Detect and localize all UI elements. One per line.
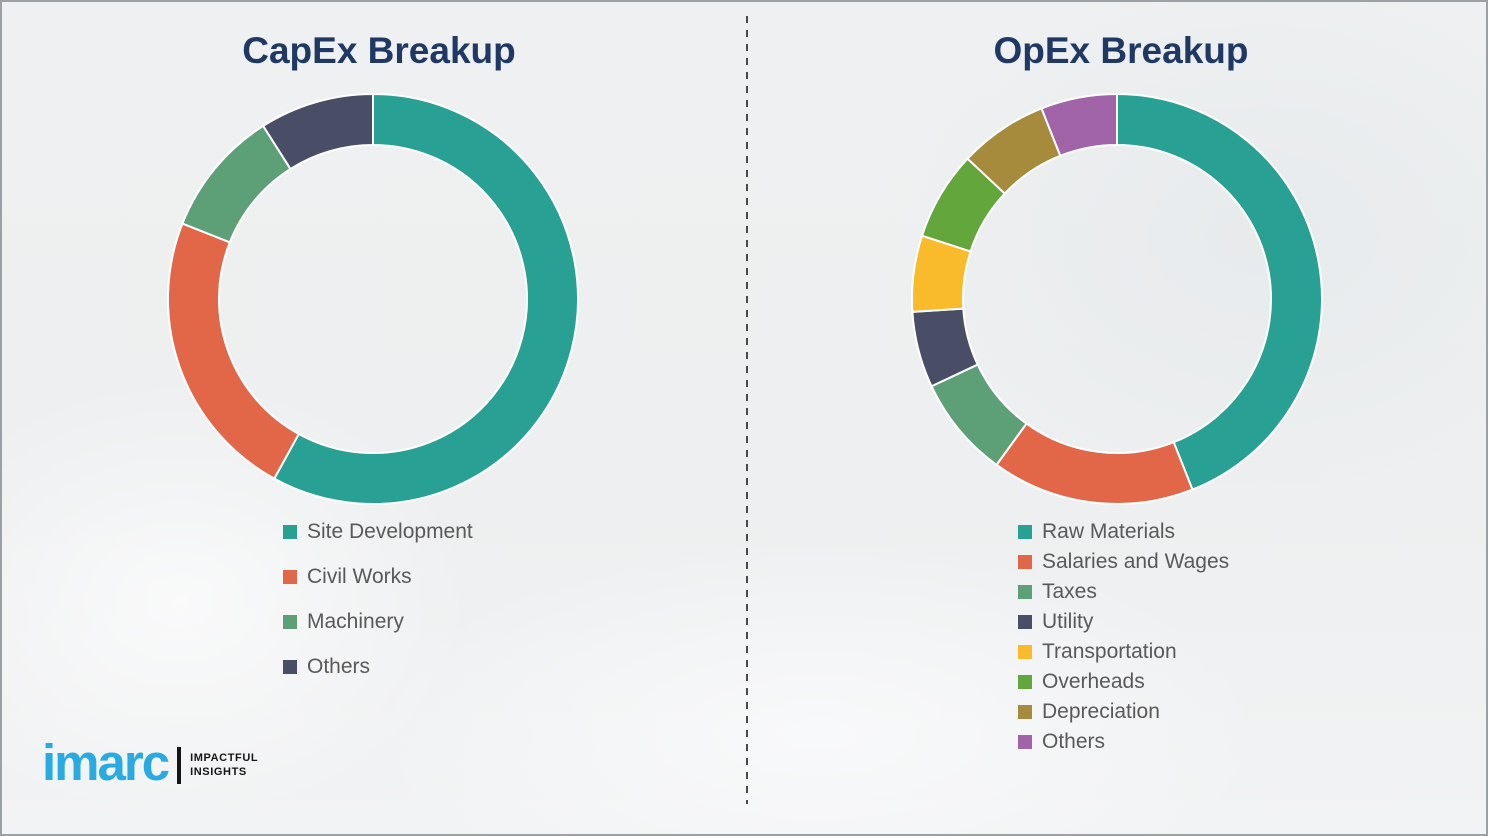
legend-swatch-transportation xyxy=(1018,645,1032,659)
legend-item-transportation: Transportation xyxy=(1018,637,1229,667)
tagline-line-1: IMPACTFUL xyxy=(190,751,259,764)
legend-item-machinery: Machinery xyxy=(283,599,473,644)
donut-slice-civil-works xyxy=(167,222,300,480)
legend-item-raw-materials: Raw Materials xyxy=(1018,517,1229,547)
legend-item-salaries-and-wages: Salaries and Wages xyxy=(1018,547,1229,577)
legend-label-civil-works: Civil Works xyxy=(307,564,412,588)
legend-label-transportation: Transportation xyxy=(1042,640,1177,663)
legend-swatch-site-development xyxy=(283,524,297,539)
legend-item-site-development: Site Development xyxy=(283,509,473,554)
capex-donut-chart xyxy=(167,93,579,505)
legend-swatch-depreciation xyxy=(1018,705,1032,719)
dashed-divider-line xyxy=(746,16,748,804)
legend-label-raw-materials: Raw Materials xyxy=(1042,520,1176,543)
donut-slice-site-development xyxy=(273,93,579,505)
imarc-logo-tagline: IMPACTFUL INSIGHTS xyxy=(190,752,258,780)
legend-label-utility: Utility xyxy=(1042,610,1094,633)
legend-label-others: Others xyxy=(307,654,371,678)
legend-swatch-civil-works xyxy=(283,569,297,584)
donut-slice-salaries-and-wages xyxy=(995,422,1194,505)
legend-item-utility: Utility xyxy=(1018,607,1229,637)
legend-label-machinery: Machinery xyxy=(307,609,404,633)
legend-label-others: Others xyxy=(1042,730,1106,753)
legend-swatch-raw-materials xyxy=(1018,525,1032,539)
capex-chart-title: CapEx Breakup xyxy=(242,30,516,71)
legend-label-overheads: Overheads xyxy=(1042,670,1145,693)
opex-donut-chart xyxy=(911,93,1323,505)
legend-swatch-taxes xyxy=(1018,585,1032,599)
legend-swatch-utility xyxy=(1018,615,1032,629)
legend-swatch-others xyxy=(1018,735,1032,749)
legend-item-depreciation: Depreciation xyxy=(1018,697,1229,727)
donut-slice-others xyxy=(262,93,374,170)
legend-item-taxes: Taxes xyxy=(1018,577,1229,607)
legend-swatch-others xyxy=(283,659,297,674)
legend-swatch-machinery xyxy=(283,614,297,629)
donut-slice-raw-materials xyxy=(1116,93,1323,491)
donut-slice-others xyxy=(1040,93,1118,157)
legend-label-depreciation: Depreciation xyxy=(1042,700,1160,723)
logo-separator-bar xyxy=(177,747,182,784)
legend-item-overheads: Overheads xyxy=(1018,667,1229,697)
legend-item-civil-works: Civil Works xyxy=(283,554,473,599)
capex-legend: Site Development Civil Works Machinery Othe… xyxy=(283,509,473,689)
legend-swatch-salaries-and-wages xyxy=(1018,555,1032,569)
opex-legend: Raw Materials Salaries and Wages Taxes Util… xyxy=(1018,517,1229,757)
imarc-logo: imarc IMPACTFUL INSIGHTS xyxy=(42,737,258,788)
opex-chart-title: OpEx Breakup xyxy=(993,30,1249,71)
legend-label-salaries-and-wages: Salaries and Wages xyxy=(1042,550,1230,573)
legend-label-site-development: Site Development xyxy=(307,519,473,543)
legend-item-others: Others xyxy=(283,644,473,689)
legend-swatch-overheads xyxy=(1018,675,1032,689)
legend-item-others: Others xyxy=(1018,727,1229,757)
tagline-line-2: INSIGHTS xyxy=(190,765,247,778)
imarc-logo-wordmark: imarc xyxy=(42,734,170,791)
legend-label-taxes: Taxes xyxy=(1042,580,1097,603)
